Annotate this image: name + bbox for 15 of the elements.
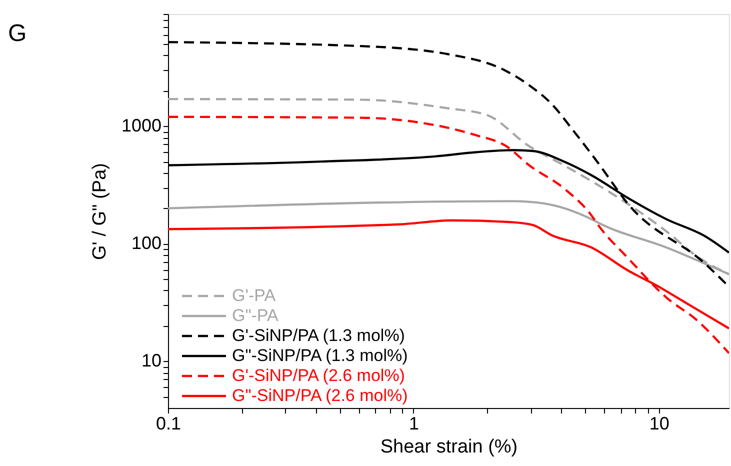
x-tick-label: 0.1 <box>156 414 182 434</box>
x-axis-title: Shear strain (%) <box>380 436 518 458</box>
legend-label: G"-PA <box>232 306 279 325</box>
y-tick-label: 100 <box>131 233 162 254</box>
y-tick-label: 1000 <box>121 116 162 136</box>
text: G <box>8 20 27 47</box>
x-tick-label: 10 <box>649 414 670 434</box>
legend-label: G"-SiNP/PA (2.6 mol%) <box>232 386 408 405</box>
y-axis-title: G' / G" (Pa) <box>89 163 110 260</box>
y-tick-label: 10 <box>141 350 162 371</box>
legend-label: G'-PA <box>232 286 276 305</box>
legend-label: G'-SiNP/PA (1.3 mol%) <box>232 326 405 345</box>
legend-label: G'-SiNP/PA (2.6 mol%) <box>232 366 405 385</box>
x-tick-label: 1 <box>408 414 419 434</box>
legend-label: G"-SiNP/PA (1.3 mol%) <box>232 346 408 365</box>
